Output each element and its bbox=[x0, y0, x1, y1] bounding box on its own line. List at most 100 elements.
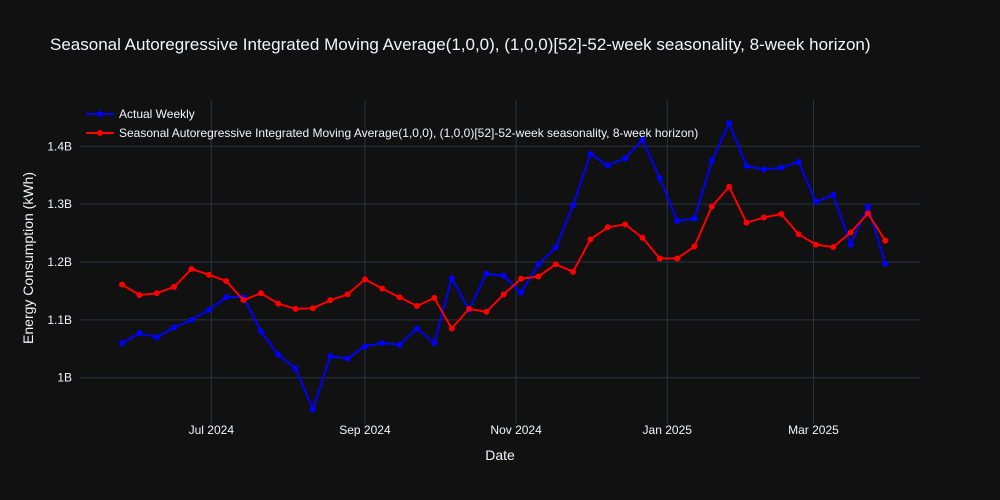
data-point bbox=[570, 268, 577, 275]
data-point bbox=[292, 365, 299, 372]
data-point bbox=[778, 210, 785, 217]
data-point bbox=[726, 120, 733, 127]
data-point bbox=[327, 297, 334, 304]
data-point bbox=[361, 276, 368, 283]
data-point bbox=[119, 281, 126, 288]
data-point bbox=[327, 353, 334, 360]
data-point bbox=[552, 261, 559, 268]
data-point bbox=[864, 210, 871, 217]
data-point bbox=[726, 183, 733, 190]
data-point bbox=[622, 221, 629, 228]
data-point bbox=[864, 203, 871, 210]
data-point bbox=[708, 203, 715, 210]
data-point bbox=[587, 236, 594, 243]
data-point bbox=[656, 175, 663, 182]
data-point bbox=[535, 261, 542, 268]
data-point bbox=[153, 334, 160, 341]
data-point bbox=[344, 291, 351, 298]
data-point bbox=[847, 229, 854, 236]
y-tick-label: 1.3B bbox=[47, 197, 72, 211]
data-point bbox=[344, 355, 351, 362]
data-point bbox=[257, 290, 264, 297]
data-point bbox=[136, 330, 143, 337]
x-tick-label: Sep 2024 bbox=[339, 423, 391, 437]
data-point bbox=[171, 283, 178, 290]
data-point bbox=[708, 157, 715, 164]
data-point bbox=[691, 243, 698, 250]
data-point bbox=[466, 305, 473, 312]
data-point bbox=[552, 244, 559, 251]
data-point bbox=[604, 224, 611, 231]
data-point bbox=[379, 285, 386, 292]
legend-swatch-marker bbox=[97, 130, 103, 136]
legend-label: Seasonal Autoregressive Integrated Movin… bbox=[119, 126, 698, 140]
data-point bbox=[639, 234, 646, 241]
data-point bbox=[830, 243, 837, 250]
series-1 bbox=[119, 183, 889, 332]
x-axis-title: Date bbox=[485, 447, 515, 463]
data-point bbox=[778, 164, 785, 171]
data-point bbox=[431, 294, 438, 301]
data-point bbox=[396, 341, 403, 348]
data-point bbox=[882, 237, 889, 244]
data-point bbox=[188, 265, 195, 272]
data-point bbox=[379, 340, 386, 346]
data-point bbox=[622, 155, 629, 162]
axes: 1B 1.1B 1.2B 1.3B 1.4B Jul 2024 Sep 2024 Nov 20… bbox=[47, 139, 839, 437]
data-point bbox=[483, 308, 490, 315]
data-point bbox=[500, 291, 507, 298]
data-point bbox=[257, 328, 264, 335]
chart-title: Seasonal Autoregressive Integrated Movin… bbox=[50, 35, 871, 54]
legend-item[interactable]: Seasonal Autoregressive Integrated Movin… bbox=[86, 126, 698, 140]
data-point bbox=[448, 325, 455, 332]
y-tick-label: 1.4B bbox=[47, 139, 72, 153]
data-point bbox=[518, 289, 525, 296]
data-point bbox=[795, 158, 802, 165]
data-point bbox=[396, 294, 403, 301]
data-point bbox=[413, 302, 420, 309]
data-point bbox=[275, 351, 282, 358]
data-point bbox=[500, 272, 507, 279]
data-point bbox=[639, 136, 646, 143]
data-point bbox=[674, 217, 681, 224]
y-tick-label: 1.1B bbox=[47, 313, 72, 327]
data-point bbox=[535, 273, 542, 280]
gridlines bbox=[80, 100, 920, 424]
y-axis-title: Energy Consumption (kWh) bbox=[20, 172, 36, 344]
data-point bbox=[136, 291, 143, 298]
x-tick-label: Jan 2025 bbox=[643, 423, 693, 437]
legend-item[interactable]: Actual Weekly bbox=[86, 107, 195, 121]
data-point bbox=[570, 202, 577, 209]
data-point bbox=[205, 271, 212, 278]
data-point bbox=[587, 150, 594, 157]
data-point bbox=[830, 191, 837, 198]
x-tick-label: Jul 2024 bbox=[189, 423, 235, 437]
data-point bbox=[847, 241, 854, 248]
data-point bbox=[691, 215, 698, 222]
data-point bbox=[743, 219, 750, 226]
legend-label: Actual Weekly bbox=[119, 107, 195, 121]
data-point bbox=[119, 340, 126, 346]
x-tick-label: Nov 2024 bbox=[490, 423, 542, 437]
data-point bbox=[309, 305, 316, 312]
data-point bbox=[743, 162, 750, 169]
data-point bbox=[518, 275, 525, 282]
data-point bbox=[153, 290, 160, 297]
data-point bbox=[760, 166, 767, 173]
plot-area bbox=[119, 120, 889, 413]
data-point bbox=[812, 198, 819, 205]
legend-swatch-marker bbox=[97, 111, 103, 117]
data-point bbox=[882, 260, 889, 267]
data-point bbox=[760, 214, 767, 221]
data-point bbox=[223, 278, 230, 285]
data-point bbox=[240, 297, 247, 304]
data-point bbox=[309, 406, 316, 413]
legend: Actual Weekly Seasonal Autoregressive Int… bbox=[86, 107, 698, 140]
data-point bbox=[795, 231, 802, 238]
data-point bbox=[656, 255, 663, 262]
data-point bbox=[483, 270, 490, 277]
y-tick-label: 1.2B bbox=[47, 255, 72, 269]
data-point bbox=[604, 162, 611, 169]
